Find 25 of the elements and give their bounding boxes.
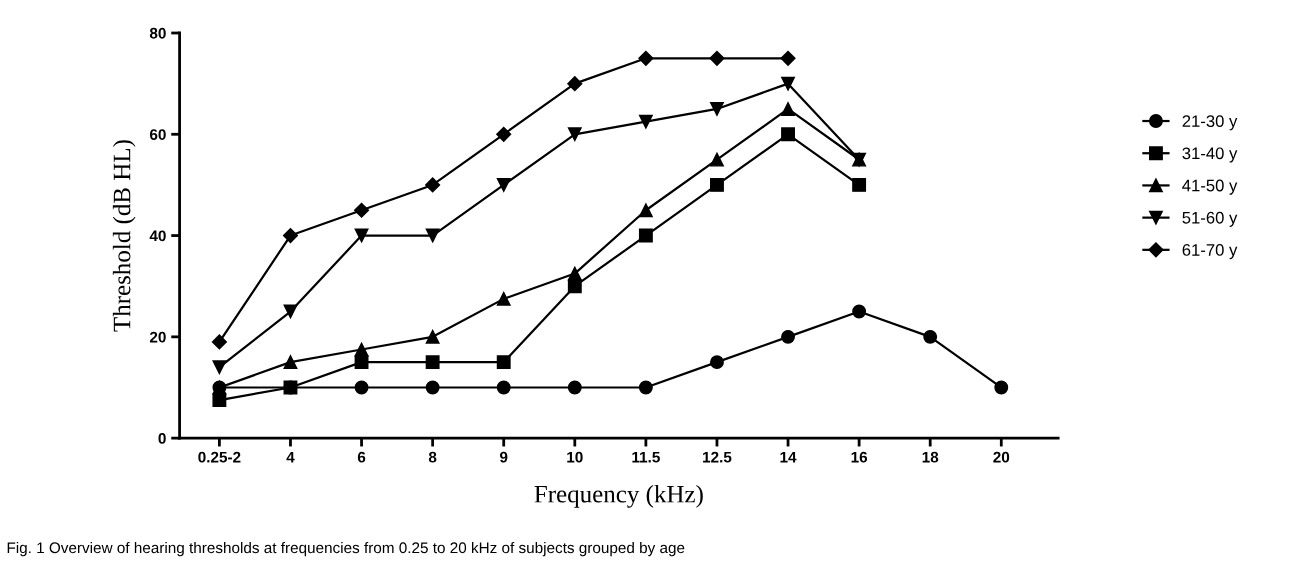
- x-tick-label: 6: [357, 451, 366, 463]
- y-tick-label: 80: [149, 27, 166, 39]
- x-tick-label: 0.25-2: [198, 451, 241, 463]
- x-tick-label: 4: [286, 451, 295, 463]
- legend-label: 61-70 y: [1182, 244, 1238, 260]
- caption: Fig. 1 Overview of hearing thresholds at frequencies from 0.25 to 20 kHz of subjects grouped by age: [7, 541, 685, 557]
- y-tick-label: 20: [149, 331, 166, 343]
- x-tick-label: 18: [922, 451, 939, 463]
- x-tick-label: 14: [780, 451, 797, 463]
- x-tick-label: 8: [428, 451, 437, 463]
- y-tick-label: 0: [158, 433, 166, 444]
- y-axis-title: Threshold (dB HL): [112, 140, 136, 332]
- y-tick-label: 40: [149, 230, 166, 242]
- x-tick-label: 20: [993, 451, 1010, 463]
- x-tick-label: 11.5: [632, 451, 660, 463]
- legend-label: 41-50 y: [1182, 179, 1238, 195]
- x-tick-label: 12.5: [703, 451, 732, 463]
- x-axis-title: Frequency (kHz): [534, 485, 703, 508]
- legend-label: 21-30 y: [1182, 115, 1238, 131]
- x-tick-label: 10: [567, 451, 583, 463]
- x-tick-label: 9: [500, 451, 508, 463]
- legend-label: 31-40 y: [1182, 147, 1238, 163]
- x-tick-label: 16: [851, 451, 868, 463]
- legend-label: 51-60 y: [1182, 211, 1238, 227]
- y-tick-label: 60: [149, 129, 166, 140]
